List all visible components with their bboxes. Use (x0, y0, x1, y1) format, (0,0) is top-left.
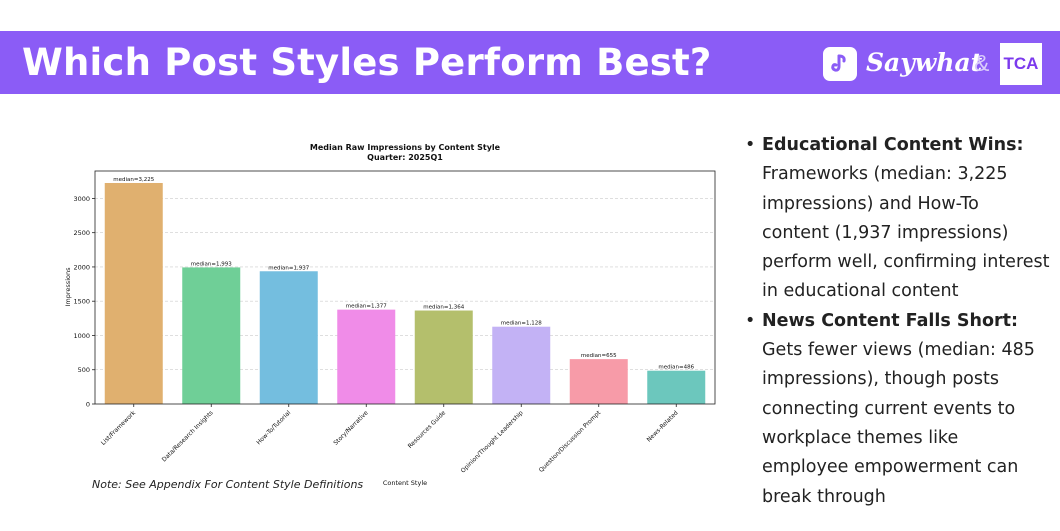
plot-frame (94, 170, 716, 405)
data-label: median=655 (581, 353, 617, 359)
saywhat-logo-icon (831, 54, 846, 72)
insight-item: Educational Content Wins: Frameworks (med… (745, 131, 1050, 307)
x-tick-label: Data/Research Insights (161, 409, 215, 463)
x-tick-label: Question/Discussion Prompt (538, 409, 603, 474)
appendix-note: Note: See Appendix For Content Style Def… (92, 478, 364, 491)
saywhat-logo (823, 47, 857, 81)
ampersand: & (974, 50, 990, 76)
bar (569, 359, 628, 404)
chart-bars: median=3,225 median=1,993 median=1,937 medi… (104, 177, 706, 404)
data-label: median=1,993 (191, 261, 232, 267)
chart-subtitle: Quarter: 2025Q1 (367, 153, 443, 162)
data-label: median=1,937 (268, 265, 309, 271)
bar (647, 370, 706, 404)
y-tick-label: 500 (78, 366, 90, 374)
data-label: median=1,377 (346, 304, 387, 310)
header-banner: Which Post Styles Perform Best? Saywhat … (0, 31, 1060, 94)
insight-heading: Educational Content Wins: (762, 135, 1024, 155)
insights-list: Educational Content Wins: Frameworks (med… (745, 131, 1050, 512)
bar (182, 267, 241, 404)
x-axis-label: Content Style (383, 479, 427, 487)
data-label: median=1,364 (423, 305, 464, 311)
partner-logo: TCA (1000, 43, 1042, 85)
y-axis-label: Impressions (64, 267, 72, 307)
y-tick-label: 1000 (73, 332, 90, 340)
bar (337, 309, 396, 404)
page-title: Which Post Styles Perform Best? (22, 41, 712, 84)
data-label: median=486 (658, 365, 694, 371)
bar (104, 182, 163, 404)
bar (492, 326, 551, 404)
x-tick-label: List/Framework (100, 409, 138, 447)
x-tick-label: How-To/Tutorial (255, 409, 292, 446)
y-tick-label: 2500 (73, 229, 90, 237)
insight-body: Frameworks (median: 3,225 impressions) a… (762, 164, 1050, 302)
y-tick-label: 2000 (73, 263, 90, 271)
bar (414, 310, 473, 404)
x-tick-label: Story/Narrative (332, 409, 370, 447)
y-tick-label: 0 (86, 401, 90, 409)
y-tick-label: 1500 (73, 298, 90, 306)
impressions-bar-chart: Median Raw Impressions by Content Style … (64, 143, 716, 487)
insight-heading: News Content Falls Short: (762, 310, 1018, 331)
insight-item: News Content Falls Short: Gets fewer view… (745, 307, 1050, 512)
x-tick-label: Opinion/Thought Leadership (460, 409, 525, 474)
insight-body: Gets fewer views (median: 485 impression… (762, 340, 1035, 507)
chart-title: Median Raw Impressions by Content Style (310, 143, 501, 152)
x-tick-label: News-Related (646, 409, 680, 443)
data-label: median=3,225 (113, 177, 154, 183)
brand-name: Saywhat (866, 48, 983, 77)
bar (259, 271, 318, 404)
x-tick-label: Resources Guide (407, 409, 448, 450)
data-label: median=1,128 (501, 321, 542, 327)
y-tick-label: 3000 (73, 195, 90, 203)
